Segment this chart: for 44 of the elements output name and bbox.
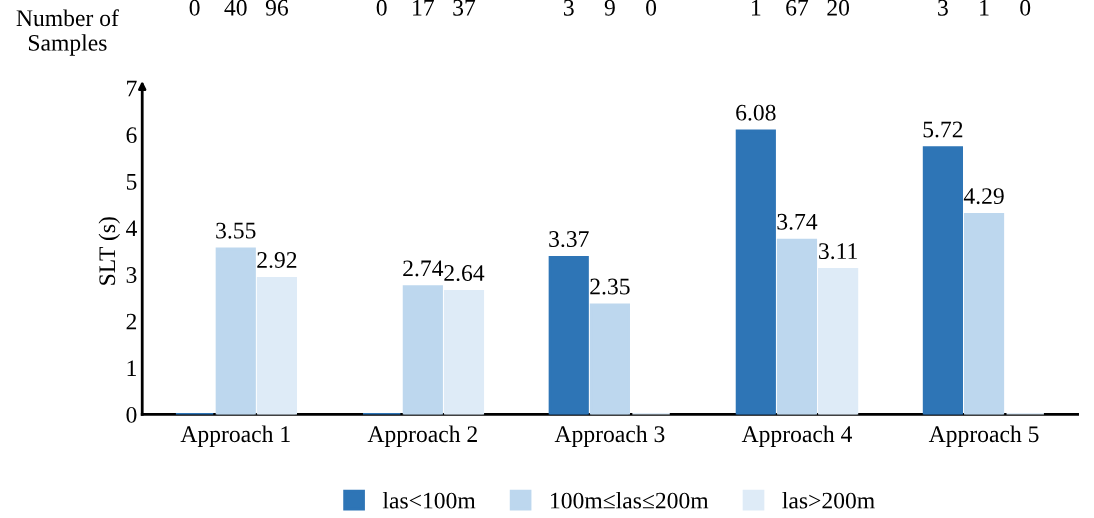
data-label: 3.11 — [819, 243, 857, 260]
text: 37 — [453, 0, 476, 16]
y-tick-label: 6 — [126, 127, 137, 144]
data-label: 2.74 — [403, 260, 444, 277]
y-tick-label: 5 — [126, 174, 137, 190]
legend-label: las>200m — [782, 491, 875, 509]
x-tick-label: Approach 3 — [554, 425, 665, 447]
text: 0 — [646, 0, 657, 16]
text: 0 — [376, 0, 387, 16]
legend-label: 100m≤las≤200m — [551, 491, 709, 509]
data-label: 2.92 — [257, 252, 297, 269]
y-axis-title: SLT (s) — [98, 217, 120, 285]
x-tick-label: Approach 1 — [180, 425, 290, 447]
text: Number of Samples — [16, 9, 119, 56]
y-tick-label: 2 — [126, 313, 137, 330]
data-label: 2.35 — [590, 278, 630, 295]
text: 20 — [827, 0, 850, 16]
x-tick-label: Approach 4 — [741, 425, 853, 447]
x-tick-label: Approach 2 — [367, 425, 477, 447]
data-label: 3.74 — [777, 213, 818, 230]
y-tick-label: 7 — [127, 80, 137, 97]
data-label: 5.72 — [923, 121, 963, 138]
x-tick-label: Approach 5 — [928, 425, 1039, 447]
data-label: 2.64 — [444, 265, 485, 282]
data-label: 4.29 — [963, 188, 1004, 205]
data-label: 3.37 — [549, 231, 589, 248]
y-tick-label: 3 — [126, 267, 137, 283]
text: 67 — [786, 0, 809, 16]
y-tick-label: 4 — [126, 220, 137, 237]
text: 40 — [224, 0, 247, 16]
data-label: 3.55 — [216, 222, 256, 239]
y-tick-label: 1 — [127, 360, 136, 376]
text: 1 — [752, 0, 761, 16]
text: 0 — [189, 0, 200, 16]
text: 17 — [413, 0, 434, 16]
text: 1 — [980, 0, 989, 16]
text: 0 — [1020, 0, 1031, 16]
text: 9 — [604, 0, 615, 16]
y-tick-label: 0 — [126, 406, 137, 423]
data-label: 6.08 — [736, 104, 776, 121]
legend-label: las<100m — [382, 491, 476, 509]
text: 3 — [938, 0, 948, 16]
text: 96 — [265, 0, 289, 16]
text: 3 — [563, 0, 574, 16]
